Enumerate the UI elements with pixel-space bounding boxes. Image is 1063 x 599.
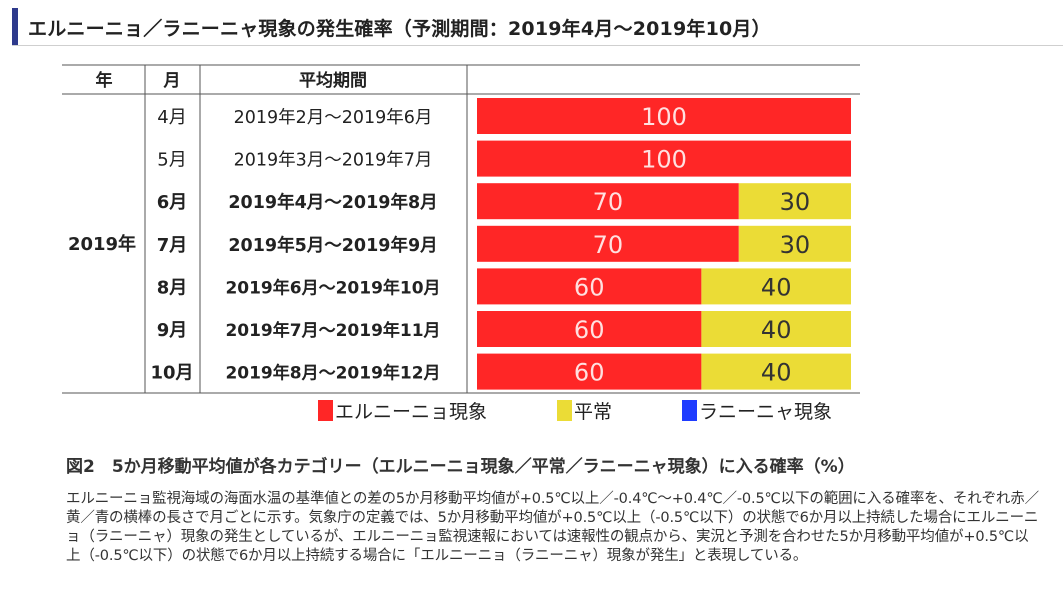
bar-segment-normal xyxy=(701,353,851,390)
bar-segment-el-nino xyxy=(477,98,851,134)
bar-value-label: 70 xyxy=(593,188,624,216)
legend-label: 平常 xyxy=(574,401,612,423)
bar-value-label: 30 xyxy=(780,231,811,259)
probability-chart: 年 月 平均期間 2019年 4月 2019年2月～2019年6月 100 5月 2019年3月… xyxy=(62,64,860,423)
row-period-label: 2019年2月～2019年6月 xyxy=(234,108,433,128)
row-period-label: 2019年6月～2019年10月 xyxy=(225,277,440,298)
bar-segment-el-nino xyxy=(477,268,702,305)
bar-segment-normal xyxy=(701,311,851,347)
header-accent-bar xyxy=(12,8,18,45)
header-month: 月 xyxy=(163,71,181,91)
bar-segment-normal xyxy=(738,225,851,262)
bar-value-label: 60 xyxy=(574,359,605,387)
bar-value-label: 100 xyxy=(641,146,687,174)
legend-label: エルニーニョ現象 xyxy=(335,401,487,423)
header-year: 年 xyxy=(96,70,113,91)
bar-value-label: 40 xyxy=(761,316,792,344)
legend-swatch xyxy=(682,400,697,421)
year-label: 2019年 xyxy=(68,233,136,255)
row-period-label: 2019年5月～2019年9月 xyxy=(228,235,437,256)
legend-swatch xyxy=(318,400,333,421)
figure-description: エルニーニョ監視海域の海面水温の基準値との差の5か月移動平均値が+0.5℃以上／… xyxy=(66,491,1039,564)
legend-label: ラニーニャ現象 xyxy=(699,401,832,423)
row-period-label: 2019年8月～2019年12月 xyxy=(225,363,440,384)
bar-value-label: 60 xyxy=(574,273,605,301)
figure-caption: 図2 5か月移動平均値が各カテゴリー（エルニーニョ現象／平常／ラニーニャ現象）に… xyxy=(66,457,855,477)
row-period-label: 2019年4月～2019年8月 xyxy=(228,192,437,213)
row-month-label: 9月 xyxy=(157,320,188,341)
row-month-label: 10月 xyxy=(150,363,193,384)
bar-value-label: 40 xyxy=(761,359,792,387)
bar-segment-el-nino xyxy=(477,140,851,177)
legend-swatch xyxy=(557,400,572,421)
bar-segment-el-nino xyxy=(477,353,702,390)
row-month-label: 4月 xyxy=(157,107,186,128)
page-title: エルニーニョ／ラニーニャ現象の発生確率（予測期間：2019年4月～2019年10… xyxy=(28,18,771,40)
page-header: エルニーニョ／ラニーニャ現象の発生確率（予測期間：2019年4月～2019年10… xyxy=(12,8,1063,46)
bar-value-label: 100 xyxy=(641,103,687,131)
bar-value-label: 40 xyxy=(761,273,792,301)
row-month-label: 6月 xyxy=(157,192,188,213)
row-month-label: 5月 xyxy=(157,150,186,171)
row-period-label: 2019年3月～2019年7月 xyxy=(234,151,433,171)
bar-segment-el-nino xyxy=(477,183,739,220)
bar-value-label: 60 xyxy=(574,316,605,344)
row-period-label: 2019年7月～2019年11月 xyxy=(225,320,440,341)
bar-segment-normal xyxy=(738,183,851,220)
bar-segment-el-nino xyxy=(477,225,739,262)
row-month-label: 7月 xyxy=(157,235,188,256)
bar-value-label: 70 xyxy=(593,231,624,259)
bar-value-label: 30 xyxy=(780,188,811,216)
header-period: 平均期間 xyxy=(299,70,367,91)
row-month-label: 8月 xyxy=(157,277,188,298)
bar-segment-el-nino xyxy=(477,311,702,347)
bar-segment-normal xyxy=(701,268,851,305)
